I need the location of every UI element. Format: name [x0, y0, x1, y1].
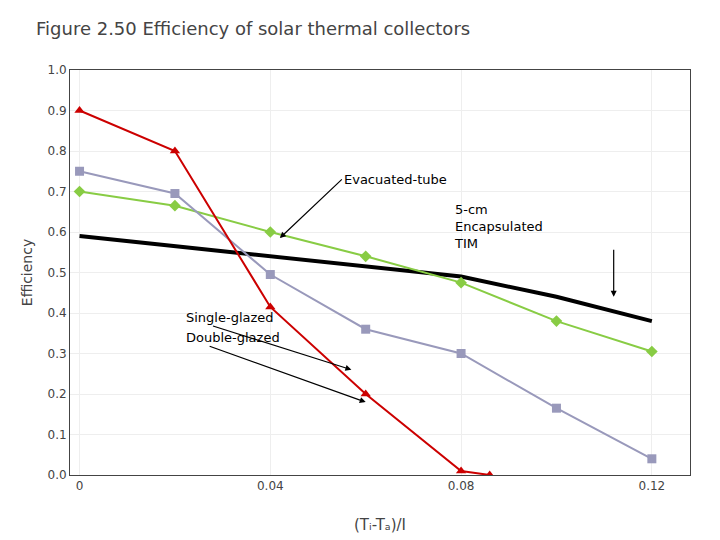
svg-text:0.9: 0.9 [48, 104, 67, 118]
svg-text:0.3: 0.3 [48, 347, 67, 361]
svg-text:Figure 2.50 Efficiency of sola: Figure 2.50 Efficiency of solar thermal … [36, 18, 470, 39]
svg-text:Single-glazed: Single-glazed [186, 310, 274, 325]
svg-text:0.6: 0.6 [48, 225, 67, 239]
svg-text:0.5: 0.5 [48, 266, 67, 280]
svg-text:5-cmEncapsulatedTIM: 5-cmEncapsulatedTIM [454, 202, 543, 251]
svg-text:(Tᵢ-Tₐ)/I: (Tᵢ-Tₐ)/I [354, 516, 406, 534]
svg-text:0: 0 [76, 479, 84, 493]
svg-text:1.0: 1.0 [48, 63, 67, 77]
svg-text:0.7: 0.7 [48, 185, 67, 199]
svg-text:0.12: 0.12 [638, 479, 665, 493]
svg-text:0.0: 0.0 [48, 468, 67, 482]
svg-text:0.8: 0.8 [48, 144, 67, 158]
svg-text:0.2: 0.2 [48, 387, 67, 401]
svg-text:Efficiency: Efficiency [19, 239, 35, 306]
svg-text:0.1: 0.1 [48, 428, 67, 442]
svg-text:0.04: 0.04 [257, 479, 284, 493]
svg-text:0.4: 0.4 [48, 306, 67, 320]
svg-text:Double-glazed: Double-glazed [186, 330, 280, 345]
svg-text:0.08: 0.08 [448, 479, 475, 493]
svg-text:Evacuated-tube: Evacuated-tube [344, 172, 447, 187]
